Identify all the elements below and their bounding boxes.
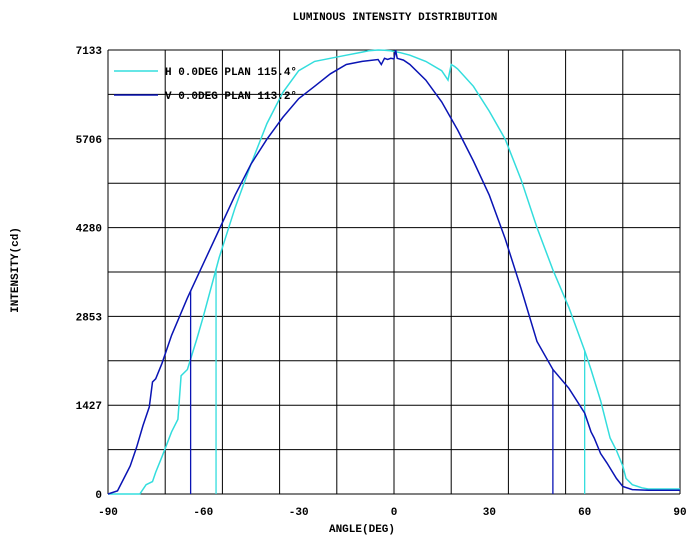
x-axis-label: ANGLE(DEG) [329,524,395,536]
y-axis-label: INTENSITY(cd) [10,227,22,313]
chart-title: LUMINOUS INTENSITY DISTRIBUTION [293,12,498,24]
y-tick-label: 0 [95,490,102,502]
series-line-h [108,49,680,495]
y-tick-label: 5706 [76,135,102,147]
y-tick-label: 4280 [76,224,102,236]
grid [107,49,681,495]
legend-label: H 0.0DEG PLAN 115.4° [165,67,297,79]
x-tick-label: 0 [391,507,398,519]
tick-labels: -90 -60 -30 0 30 60 90 0 1427 2853 4280 5706 7133 [76,46,687,519]
y-tick-label: 2853 [76,312,103,324]
x-tick-label: 30 [483,507,496,519]
x-tick-label: -90 [98,507,118,519]
x-tick-label: 60 [578,507,591,519]
y-tick-label: 1427 [76,401,102,413]
x-tick-label: -60 [193,507,213,519]
curves [107,49,680,495]
series-line-v [107,49,680,495]
x-tick-label: -30 [289,507,309,519]
legend-label: V 0.0DEG PLAN 113.2° [165,91,297,103]
x-tick-label: 90 [673,507,686,519]
legend: H 0.0DEG PLAN 115.4° V 0.0DEG PLAN 113.2° [114,67,297,103]
y-tick-label: 7133 [76,46,103,58]
